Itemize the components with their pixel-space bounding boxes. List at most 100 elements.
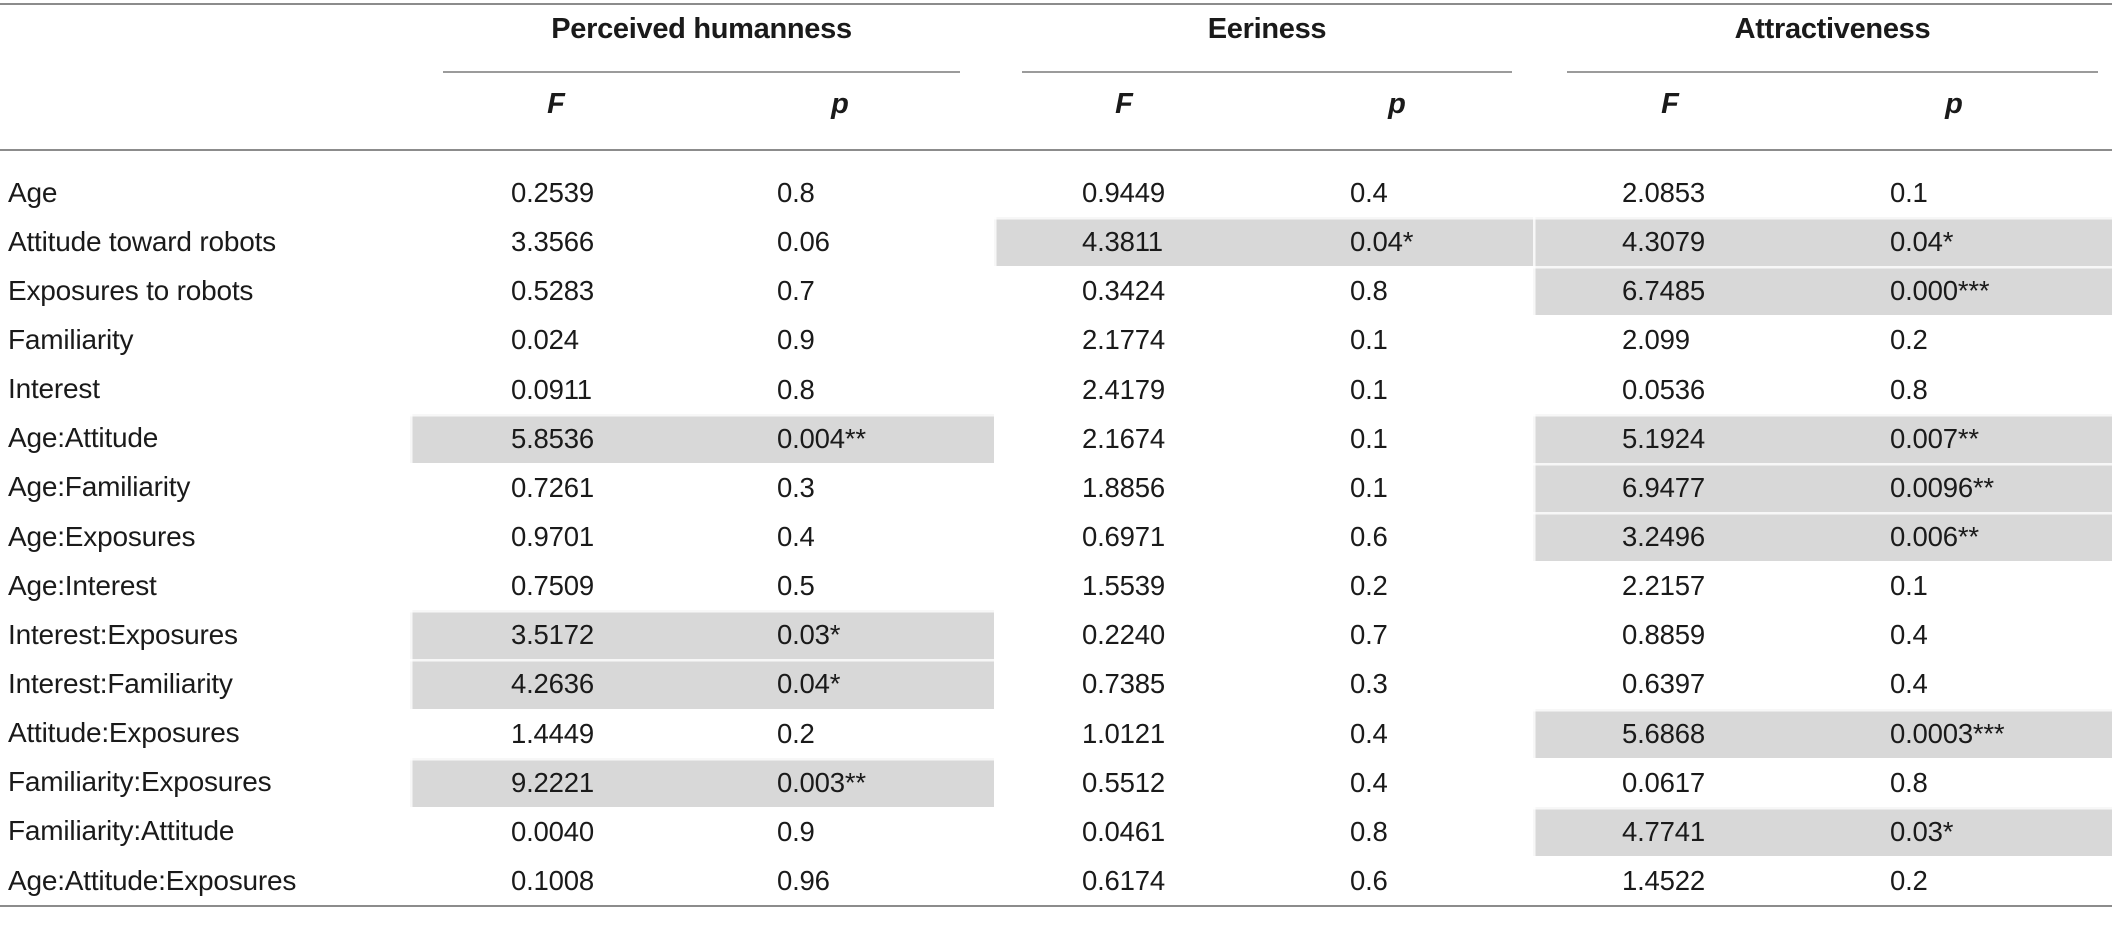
p-value: 0.7 bbox=[777, 275, 815, 307]
row-label: Interest:Familiarity bbox=[8, 667, 233, 699]
f-value: 0.7385 bbox=[1082, 668, 1165, 700]
row-label: Exposures to robots bbox=[8, 274, 254, 306]
p-value: 0.2 bbox=[1350, 570, 1388, 602]
cell-eeriness: 0.7385 0.3 bbox=[994, 659, 1533, 708]
cell-attractiveness: 0.0536 0.8 bbox=[1533, 365, 2112, 414]
cell-eeriness: 1.5539 0.2 bbox=[994, 561, 1533, 610]
p-value: 0.2 bbox=[777, 717, 815, 749]
column-header-f: F bbox=[547, 88, 565, 120]
f-value: 6.7485 bbox=[1622, 275, 1705, 307]
p-value: 0.96 bbox=[777, 864, 830, 896]
cell-perceived-humanness: 4.2636 0.04* bbox=[410, 659, 994, 709]
p-value: 0.03* bbox=[777, 619, 841, 651]
table-row: Interest:Exposures 3.5172 0.03* 0.2240 0… bbox=[0, 610, 2112, 660]
p-value: 0.4 bbox=[1890, 619, 1928, 651]
row-label: Interest bbox=[8, 373, 100, 405]
f-value: 0.0040 bbox=[511, 815, 594, 847]
rule-bottom bbox=[0, 905, 2112, 907]
f-value: 0.7509 bbox=[511, 570, 594, 602]
cell-attractiveness: 6.7485 0.000*** bbox=[1533, 266, 2112, 316]
table-row: Age:Exposures 0.9701 0.4 0.6971 0.6 3.24… bbox=[0, 511, 2112, 562]
p-value: 0.4 bbox=[777, 520, 815, 552]
table-row: Familiarity:Attitude 0.0040 0.9 0.0461 0… bbox=[0, 806, 2112, 856]
row-label: Familiarity bbox=[8, 323, 134, 355]
row-label: Age:Attitude:Exposures bbox=[8, 864, 297, 896]
f-value: 6.9477 bbox=[1622, 471, 1705, 503]
table-row: Interest 0.0911 0.8 2.4179 0.1 0.0536 0.… bbox=[0, 365, 2112, 414]
p-value: 0.04* bbox=[1350, 226, 1414, 258]
group-header-attractiveness: Attractiveness F p bbox=[1533, 0, 2112, 149]
p-value: 0.5 bbox=[777, 570, 815, 602]
p-value: 0.0096** bbox=[1890, 471, 1994, 503]
f-value: 1.5539 bbox=[1082, 570, 1165, 602]
p-value: 0.004** bbox=[777, 422, 866, 454]
cell-eeriness: 0.0461 0.8 bbox=[994, 807, 1533, 856]
cell-attractiveness: 3.2496 0.006** bbox=[1533, 511, 2112, 562]
cell-attractiveness: 0.8859 0.4 bbox=[1533, 610, 2112, 659]
p-value: 0.1 bbox=[1350, 422, 1388, 454]
row-label: Attitude:Exposures bbox=[8, 717, 240, 749]
cell-perceived-humanness: 0.024 0.9 bbox=[410, 315, 994, 364]
p-value: 0.4 bbox=[1890, 668, 1928, 700]
cell-attractiveness: 5.1924 0.007** bbox=[1533, 413, 2112, 463]
row-label: Familiarity:Exposures bbox=[8, 766, 272, 798]
table-row: Interest:Familiarity 4.2636 0.04* 0.7385… bbox=[0, 659, 2112, 709]
p-value: 0.8 bbox=[1890, 766, 1928, 798]
p-value: 0.6 bbox=[1350, 520, 1388, 552]
p-value: 0.9 bbox=[777, 324, 815, 356]
p-value: 0.2 bbox=[1890, 864, 1928, 896]
p-value: 0.8 bbox=[777, 373, 815, 405]
cell-perceived-humanness: 0.1008 0.96 bbox=[410, 856, 994, 905]
f-value: 0.0911 bbox=[511, 373, 592, 405]
f-value: 2.099 bbox=[1622, 324, 1690, 356]
cell-eeriness: 2.1674 0.1 bbox=[994, 414, 1533, 463]
table-row: Age:Interest 0.7509 0.5 1.5539 0.2 2.215… bbox=[0, 561, 2112, 610]
p-value: 0.06 bbox=[777, 226, 830, 258]
p-value: 0.1 bbox=[1350, 373, 1388, 405]
p-value: 0.003** bbox=[777, 766, 866, 798]
table-row: Familiarity:Exposures 9.2221 0.003** 0.5… bbox=[0, 757, 2112, 807]
p-value: 0.006** bbox=[1890, 520, 1979, 552]
row-label: Age:Familiarity bbox=[8, 471, 191, 503]
f-value: 5.1924 bbox=[1622, 422, 1705, 454]
cell-eeriness: 2.4179 0.1 bbox=[994, 365, 1533, 414]
table-row: Age:Attitude 5.8536 0.004** 2.1674 0.1 5… bbox=[0, 413, 2112, 463]
f-value: 0.0617 bbox=[1622, 766, 1705, 798]
cell-perceived-humanness: 0.0040 0.9 bbox=[410, 807, 994, 856]
cell-attractiveness: 4.7741 0.03* bbox=[1533, 806, 2112, 856]
row-label: Age:Attitude bbox=[8, 422, 159, 454]
row-label: Age:Interest bbox=[8, 569, 157, 601]
f-value: 2.1674 bbox=[1082, 422, 1165, 454]
p-value: 0.9 bbox=[777, 815, 815, 847]
cell-eeriness: 1.0121 0.4 bbox=[994, 709, 1533, 758]
f-value: 0.5512 bbox=[1082, 766, 1165, 798]
cell-perceived-humanness: 0.0911 0.8 bbox=[410, 365, 994, 414]
p-value: 0.04* bbox=[777, 668, 841, 700]
column-header-f: F bbox=[1661, 88, 1679, 120]
column-header-p: p bbox=[1388, 88, 1406, 120]
cell-attractiveness: 2.2157 0.1 bbox=[1533, 561, 2112, 610]
table-row: Age:Attitude:Exposures 0.1008 0.96 0.617… bbox=[0, 856, 2112, 905]
p-value: 0.04* bbox=[1890, 226, 1954, 258]
f-value: 4.3079 bbox=[1622, 226, 1705, 258]
f-value: 0.6971 bbox=[1082, 520, 1165, 552]
f-value: 3.5172 bbox=[511, 619, 594, 651]
p-value: 0.000*** bbox=[1890, 275, 1990, 307]
cell-attractiveness: 2.099 0.2 bbox=[1533, 315, 2112, 364]
f-value: 0.9701 bbox=[511, 520, 594, 552]
f-value: 0.6397 bbox=[1622, 668, 1705, 700]
cell-eeriness: 4.3811 0.04* bbox=[994, 217, 1533, 267]
cell-perceived-humanness: 0.9701 0.4 bbox=[410, 512, 994, 561]
group-underline bbox=[1567, 71, 2098, 73]
row-label: Attitude toward robots bbox=[8, 225, 276, 257]
cell-attractiveness: 6.9477 0.0096** bbox=[1533, 462, 2112, 512]
group-title-attractiveness: Attractiveness bbox=[1734, 13, 1931, 45]
p-value: 0.7 bbox=[1350, 619, 1388, 651]
f-value: 1.4449 bbox=[511, 717, 594, 749]
table-row: Attitude toward robots 3.3566 0.06 4.381… bbox=[0, 217, 2112, 267]
f-value: 0.0461 bbox=[1082, 815, 1165, 847]
p-value: 0.1 bbox=[1350, 324, 1388, 356]
cell-perceived-humanness: 0.5283 0.7 bbox=[410, 266, 994, 315]
column-header-f: F bbox=[1115, 88, 1133, 120]
group-header-eeriness: Eeriness F p bbox=[994, 0, 1533, 149]
